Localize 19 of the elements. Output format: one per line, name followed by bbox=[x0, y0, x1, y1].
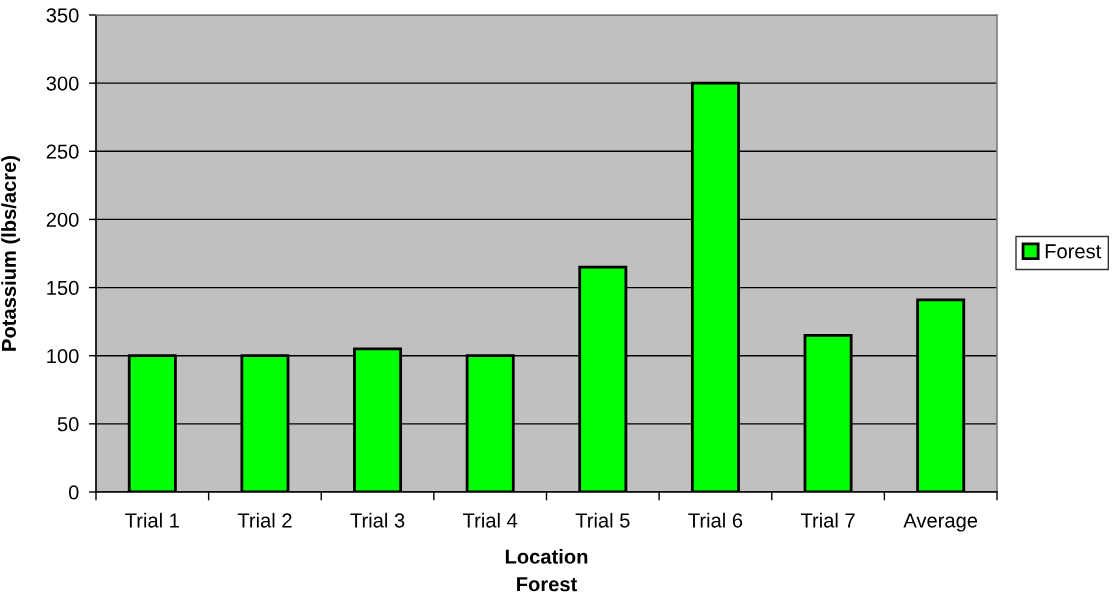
y-axis-title: Potassium (lbs/acre) bbox=[1, 156, 20, 351]
y-tick-label: 200 bbox=[46, 212, 79, 227]
y-tick-label: 250 bbox=[46, 144, 79, 159]
x-tick-label: Trial 2 bbox=[237, 512, 292, 528]
x-tick-label: Average bbox=[903, 513, 978, 532]
y-tick-label: 350 bbox=[46, 8, 79, 23]
x-tick-label: Trial 5 bbox=[575, 512, 630, 528]
x-axis-title: Location Forest bbox=[505, 549, 588, 592]
y-tick-label: 150 bbox=[47, 280, 79, 296]
legend-label: Forest bbox=[1045, 244, 1102, 259]
y-tick-label: 300 bbox=[46, 76, 79, 91]
x-tick-label: Trial 1 bbox=[125, 512, 179, 528]
y-tick-label: 50 bbox=[57, 417, 79, 432]
x-tick-label: Trial 4 bbox=[463, 512, 518, 528]
y-tick-label: 100 bbox=[47, 348, 79, 364]
x-tick-label: Trial 7 bbox=[800, 512, 855, 528]
x-tick-label: Trial 6 bbox=[688, 512, 743, 528]
y-tick-label: 0 bbox=[68, 485, 79, 500]
x-tick-label: Trial 3 bbox=[350, 512, 405, 528]
